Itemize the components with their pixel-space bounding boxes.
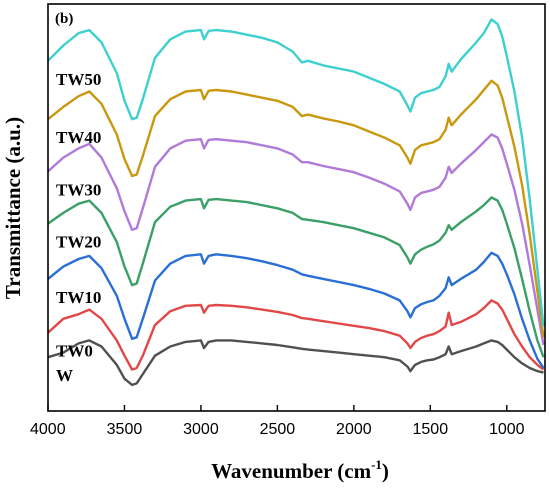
series-line-w	[47, 339, 544, 387]
x-axis-title-sup: -1	[371, 457, 382, 472]
series-line-tw10	[47, 251, 545, 369]
series-label-tw20: TW20	[56, 233, 101, 252]
x-tick-layer: 4000 3500 3000 2500 2000 1500 1000	[30, 405, 525, 438]
series-label-tw50: TW50	[56, 70, 101, 89]
series-line-tw30	[47, 133, 545, 346]
series-label-tw40: TW40	[56, 128, 101, 147]
series-label-layer: W TW0 TW10 TW20 TW30 TW40 TW50	[56, 70, 101, 385]
series-line-tw20	[47, 196, 545, 358]
y-axis-title: Transmittance (a.u.)	[1, 117, 25, 299]
x-tick-label-3500: 3500	[107, 421, 143, 438]
x-axis-title: Wavenumber (cm-1)	[211, 457, 389, 483]
series-label-tw30: TW30	[56, 180, 101, 199]
series-label-w: W	[56, 366, 73, 385]
x-tick-label-1000: 1000	[489, 421, 525, 438]
x-axis-title-end: )	[382, 459, 389, 483]
x-axis-title-main: Wavenumber (cm	[211, 459, 372, 483]
x-tick-label-2000: 2000	[336, 421, 372, 438]
series-label-tw10: TW10	[56, 288, 101, 307]
series-layer	[47, 18, 545, 387]
series-line-tw40	[47, 79, 545, 338]
series-line-tw50	[47, 18, 545, 327]
x-tick-label-3000: 3000	[183, 421, 219, 438]
panel-label: (b)	[55, 11, 73, 27]
x-tick-label-4000: 4000	[30, 421, 66, 438]
x-tick-label-2500: 2500	[260, 421, 296, 438]
series-label-tw0: TW0	[56, 342, 93, 361]
x-tick-label-1500: 1500	[413, 421, 449, 438]
series-line-tw0	[47, 299, 545, 371]
plot-frame	[47, 3, 546, 412]
